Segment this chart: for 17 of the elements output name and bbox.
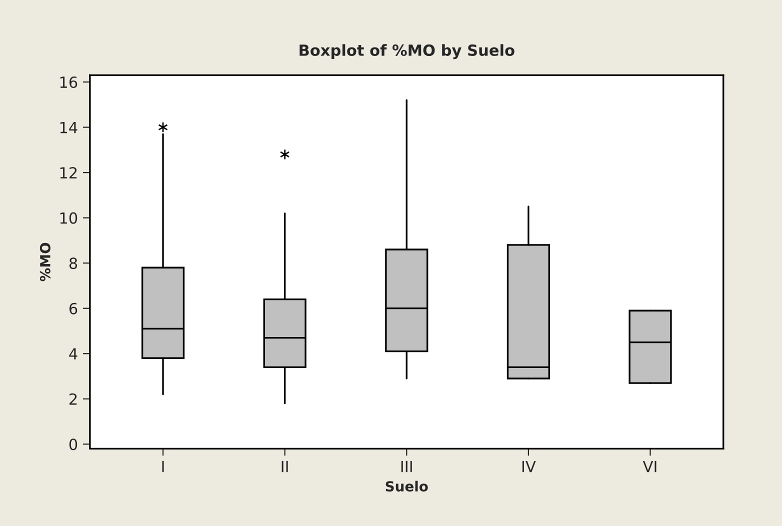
y-tick-label: 2 xyxy=(70,393,77,405)
y-tick-label: 0 xyxy=(69,438,78,450)
x-tick-label: VI xyxy=(642,460,656,472)
y-tick-label: 4 xyxy=(69,348,78,360)
x-tick-label: II xyxy=(282,460,288,472)
y-tick-label: 16 xyxy=(60,76,78,88)
y-tick-label: 8 xyxy=(69,258,78,270)
x-tick-label: IV xyxy=(522,460,536,472)
x-tick-label: III xyxy=(401,460,412,472)
x-axis-title: Suelo xyxy=(386,480,428,492)
x-tick-label: I xyxy=(162,460,164,472)
y-tick-label: 10 xyxy=(60,212,78,224)
y-axis-title: %MO xyxy=(40,242,50,282)
y-tick-label: 14 xyxy=(60,122,78,134)
y-tick-label: 6 xyxy=(69,302,78,314)
chart-title: Boxplot of %MO by Suelo xyxy=(300,44,514,60)
y-tick-label: 12 xyxy=(60,167,77,178)
